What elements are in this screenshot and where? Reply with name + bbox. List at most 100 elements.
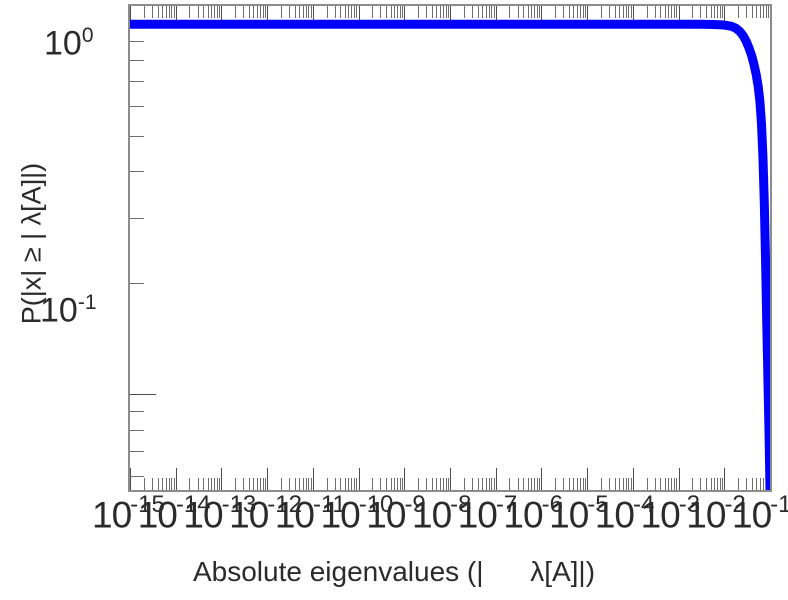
x-minor-tick-top xyxy=(372,6,374,18)
x-minor-tick-bottom xyxy=(536,478,538,490)
x-minor-tick-bottom xyxy=(568,478,570,490)
x-minor-tick-top xyxy=(722,6,724,18)
x-major-tick-top xyxy=(678,6,680,28)
x-minor-tick-bottom xyxy=(310,478,312,490)
x-minor-tick-top xyxy=(573,6,575,18)
x-minor-tick-bottom xyxy=(372,478,374,490)
x-minor-tick-top xyxy=(214,6,216,18)
x-minor-tick-bottom xyxy=(759,478,761,490)
x-minor-tick-top xyxy=(600,6,602,18)
x-minor-tick-bottom xyxy=(436,478,438,490)
x-minor-tick-bottom xyxy=(380,478,382,490)
x-minor-tick-bottom xyxy=(214,478,216,490)
x-minor-tick-top xyxy=(253,6,255,18)
x-tick-label: 10-5 xyxy=(549,493,610,534)
x-major-tick-bottom xyxy=(130,468,131,490)
x-minor-tick-bottom xyxy=(534,478,536,490)
x-minor-tick-bottom xyxy=(211,478,213,490)
x-tick-mantissa: 10 xyxy=(366,494,406,536)
x-minor-tick-top xyxy=(235,6,237,18)
x-minor-tick-top xyxy=(692,6,694,18)
x-minor-tick-top xyxy=(491,6,493,18)
x-minor-tick-bottom xyxy=(580,478,582,490)
x-minor-tick-top xyxy=(390,6,392,18)
y-tick-mantissa: 10 xyxy=(44,24,82,63)
x-minor-tick-bottom xyxy=(216,478,218,490)
x-minor-tick-top xyxy=(646,6,648,18)
x-tick-exponent: -12 xyxy=(267,491,302,518)
x-tick-label: 10-7 xyxy=(457,493,519,536)
x-minor-tick-bottom xyxy=(344,478,346,490)
x-major-tick-top xyxy=(495,6,497,28)
x-minor-tick-bottom xyxy=(439,478,441,490)
x-minor-tick-bottom xyxy=(539,478,541,490)
x-minor-tick-bottom xyxy=(671,478,673,490)
x-major-tick-top xyxy=(358,6,360,28)
x-minor-tick-top xyxy=(436,6,438,18)
x-minor-tick-bottom xyxy=(447,478,449,490)
x-minor-tick-top xyxy=(700,6,702,18)
x-minor-tick-top xyxy=(334,6,336,18)
x-major-tick-bottom xyxy=(267,468,269,490)
x-minor-tick-top xyxy=(756,6,758,18)
x-minor-tick-top xyxy=(386,6,388,18)
x-minor-tick-top xyxy=(299,6,301,18)
y-tick-exponent: 0 xyxy=(81,24,94,47)
x-minor-tick-bottom xyxy=(203,478,205,490)
x-major-tick-bottom xyxy=(587,468,589,490)
x-minor-tick-top xyxy=(197,6,199,18)
x-minor-tick-top xyxy=(762,6,764,18)
x-tick-exponent: -9 xyxy=(404,491,426,518)
x-minor-tick-top xyxy=(628,6,630,18)
x-minor-tick-bottom xyxy=(646,478,648,490)
x-minor-tick-top xyxy=(418,6,420,18)
x-minor-tick-bottom xyxy=(402,478,404,490)
series-curve-layer xyxy=(130,6,770,490)
x-minor-tick-bottom xyxy=(756,478,758,490)
x-minor-tick-top xyxy=(664,6,666,18)
x-minor-tick-bottom xyxy=(280,478,282,490)
x-minor-tick-top xyxy=(211,6,213,18)
y-minor-tick xyxy=(130,41,144,43)
x-minor-tick-top xyxy=(397,6,399,18)
x-minor-tick-top xyxy=(294,6,296,18)
x-tick-exponent: -3 xyxy=(678,491,701,518)
x-minor-tick-bottom xyxy=(555,478,557,490)
x-minor-tick-top xyxy=(308,6,310,18)
x-minor-tick-top xyxy=(151,6,153,18)
x-minor-tick-top xyxy=(671,6,673,18)
x-tick-exponent: -14 xyxy=(175,491,211,518)
x-minor-tick-bottom xyxy=(442,478,444,490)
x-minor-tick-bottom xyxy=(722,478,724,490)
x-minor-tick-top xyxy=(585,6,587,18)
x-tick-mantissa: 10 xyxy=(503,494,543,536)
x-minor-tick-bottom xyxy=(253,478,255,490)
x-minor-tick-bottom xyxy=(257,478,258,490)
y-minor-tick xyxy=(130,60,144,62)
x-minor-tick-top xyxy=(555,6,557,18)
x-minor-tick-top xyxy=(619,6,621,18)
x-minor-tick-top xyxy=(203,6,205,18)
x-major-tick-bottom xyxy=(175,468,177,490)
x-minor-tick-top xyxy=(257,6,258,18)
x-tick-exponent: -13 xyxy=(221,491,257,518)
x-minor-tick-bottom xyxy=(493,478,495,490)
x-minor-tick-top xyxy=(348,6,350,18)
x-minor-tick-bottom xyxy=(165,478,167,490)
x-tick-exponent: -7 xyxy=(495,491,518,518)
x-minor-tick-top xyxy=(173,6,175,18)
x-minor-tick-bottom xyxy=(288,478,290,490)
x-minor-tick-bottom xyxy=(573,478,575,490)
x-minor-tick-bottom xyxy=(143,478,145,490)
x-major-tick-top xyxy=(450,6,451,28)
x-minor-tick-bottom xyxy=(326,478,328,490)
x-tick-exponent: -10 xyxy=(358,491,394,518)
y-major-tick xyxy=(130,393,156,395)
x-minor-tick-top xyxy=(280,6,282,18)
x-tick-label: 10-9 xyxy=(366,493,427,536)
x-tick-mantissa: 10 xyxy=(457,494,498,536)
x-minor-tick-top xyxy=(439,6,441,18)
y-tick-label-1: 100 xyxy=(44,24,94,63)
x-major-tick-bottom xyxy=(221,468,223,490)
